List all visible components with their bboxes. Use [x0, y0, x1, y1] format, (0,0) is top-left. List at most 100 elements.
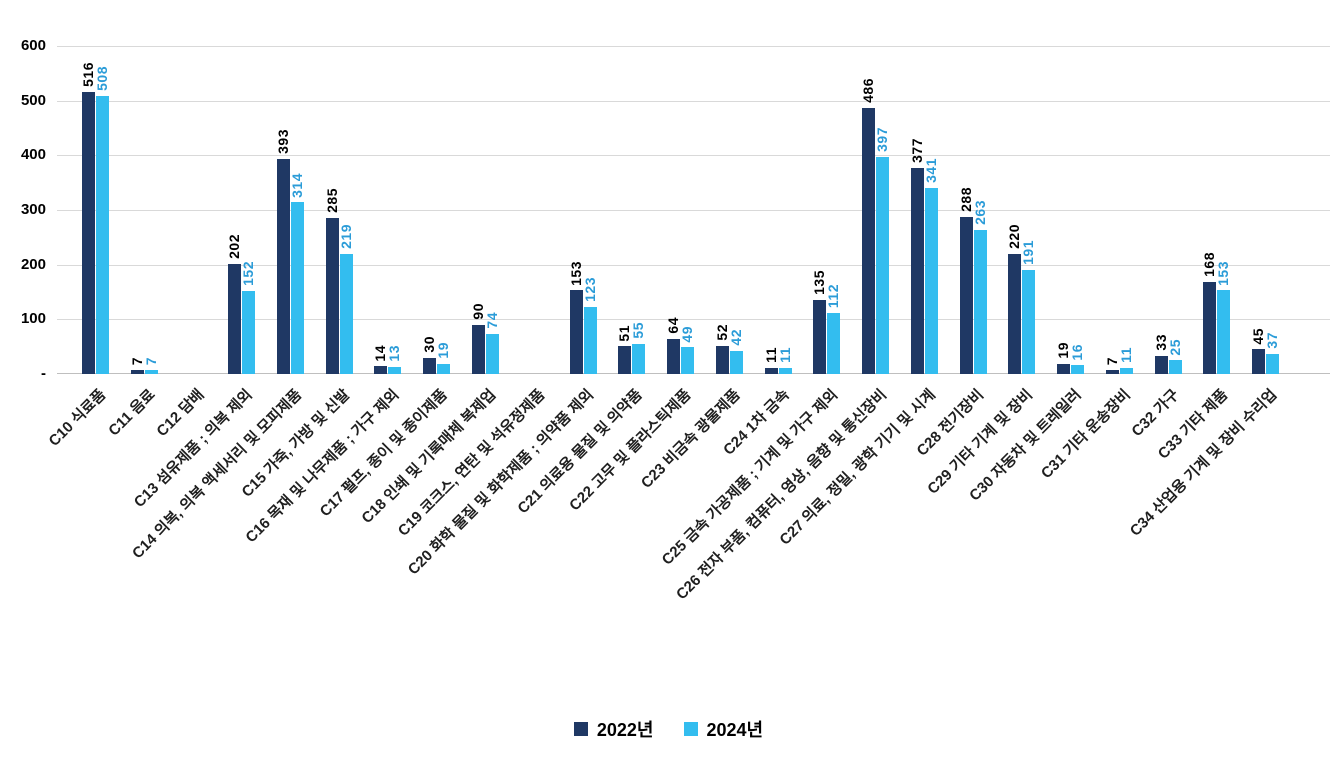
x-axis-labels: C10 식료품 C11 음료 C12 담배 C13 섬유제품 ; 의복 제외 C14 의… — [46, 374, 1330, 674]
bar-2022년-C27 — [910, 167, 924, 374]
bar-2022년-C23 — [715, 345, 729, 374]
bar-value-label: 508 — [93, 66, 110, 92]
bar-value-label: 112 — [825, 283, 842, 308]
bar-value-label: 486 — [860, 78, 877, 104]
bar-2022년-C17 — [423, 357, 437, 374]
bar-value-label: 393 — [274, 129, 291, 155]
gridline-500 — [57, 101, 1330, 102]
legend-item-2022년: 2022년 — [573, 716, 654, 742]
bar-value-label: 152 — [240, 261, 257, 286]
bar-2022년-C10 — [81, 91, 95, 374]
bar-2024년-C10 — [95, 96, 109, 374]
category-slot: 377 341 — [900, 46, 949, 374]
category-slot: 285 219 — [315, 46, 364, 374]
bar-2022년-C22 — [667, 339, 681, 374]
y-tick-label: 300 — [20, 201, 46, 218]
gridline-400 — [57, 155, 1330, 156]
legend-label: 2024년 — [706, 720, 764, 740]
category-slot — [169, 46, 218, 374]
category-slot: 220 191 — [998, 46, 1047, 374]
bar-value-label: 25 — [1166, 338, 1183, 356]
bar-value-label: 13 — [386, 345, 403, 362]
category-slot: 288 263 — [949, 46, 998, 374]
bar-2022년-C21 — [618, 346, 632, 374]
bar-value-label: 74 — [484, 311, 500, 329]
bar-value-label: 123 — [581, 276, 598, 302]
bar-2022년-C31 — [1105, 370, 1119, 374]
bar-2024년-C18 — [486, 333, 499, 374]
bar-2024년-C21 — [632, 343, 646, 374]
legend-swatch-icon — [573, 722, 588, 736]
bar-2024년-C31 — [1119, 368, 1133, 374]
legend: 2022년 2024년 — [0, 716, 1337, 742]
category-slot: 90 74 — [461, 46, 510, 374]
category-slot: 64 49 — [656, 46, 705, 374]
bar-value-label: 37 — [1264, 332, 1281, 349]
bar-2024년-C14 — [290, 202, 304, 374]
bar-2024년-C23 — [729, 351, 743, 374]
bar-2022년-C33 — [1203, 282, 1217, 374]
bar-2024년-C25 — [827, 312, 841, 374]
y-tick-label: 200 — [20, 255, 46, 273]
bar-value-label: 55 — [630, 322, 647, 339]
bar-value-label: 219 — [337, 224, 354, 250]
bar-value-label: 16 — [1069, 343, 1086, 361]
x-axis-label: C10 식료품 — [45, 386, 110, 450]
bar-2024년-C33 — [1217, 290, 1231, 374]
category-slot — [510, 46, 559, 374]
category-slot: 52 42 — [705, 46, 754, 374]
bar-2022년-C34 — [1252, 349, 1266, 374]
category-slot: 45 37 — [1241, 46, 1290, 374]
bar-2022년-C11 — [130, 370, 144, 374]
category-slot: 11 11 — [754, 46, 803, 374]
bar-value-label: 191 — [1020, 239, 1037, 265]
category-slot: 51 55 — [607, 46, 656, 374]
bar-value-label: 285 — [323, 188, 340, 214]
bar-2024년-C17 — [437, 363, 451, 374]
bar-2022년-C26 — [862, 108, 876, 374]
bar-value-label: 42 — [727, 329, 744, 347]
bar-2022년-C29 — [1008, 253, 1022, 374]
bar-2022년-C28 — [959, 216, 973, 374]
category-slot: 486 397 — [851, 46, 900, 374]
x-label-slot: C34 산업용 기계 및 장비 수리업 — [1126, 374, 1290, 674]
bar-2024년-C27 — [924, 187, 938, 374]
gridline-200 — [57, 265, 1330, 266]
category-slot: 168 153 — [1193, 46, 1242, 374]
bar-value-label: 19 — [435, 342, 452, 359]
category-slot: 153 123 — [559, 46, 608, 374]
bar-2024년-C32 — [1168, 360, 1182, 374]
y-tick-label: 100 — [20, 310, 46, 328]
category-slot: 14 13 — [364, 46, 413, 374]
bar-2024년-C30 — [1071, 365, 1085, 374]
bar-value-label: 7 — [142, 356, 159, 366]
gridline-600 — [57, 46, 1330, 47]
bar-2022년-C20 — [569, 290, 583, 374]
bar-value-label: 11 — [1117, 347, 1134, 363]
legend-item-2024년: 2024년 — [683, 716, 764, 742]
legend-swatch-icon — [683, 722, 698, 736]
plot-area: 516 508 7 7 202 152 393 314 285 219 14 13 30 19 90 74 15… — [57, 46, 1330, 374]
bar-value-label: 397 — [874, 127, 891, 152]
gridline-100 — [57, 319, 1330, 320]
y-tick-label: 600 — [20, 37, 46, 54]
category-slot: 30 19 — [412, 46, 461, 374]
bar-2024년-C11 — [144, 370, 158, 374]
category-slot: 7 11 — [1095, 46, 1144, 374]
legend-label: 2022년 — [596, 720, 654, 740]
category-slot: 19 16 — [1046, 46, 1095, 374]
y-tick-label: 400 — [20, 146, 46, 164]
bars-layer: 516 508 7 7 202 152 393 314 285 219 14 13 30 19 90 74 15… — [57, 46, 1330, 374]
bar-2022년-C13 — [228, 263, 242, 374]
bar-2024년-C29 — [1022, 269, 1036, 374]
category-slot: 516 508 — [71, 46, 120, 374]
x-axis: C10 식료품 C11 음료 C12 담배 C13 섬유제품 ; 의복 제외 C14 의… — [46, 374, 1330, 674]
y-tick-label: - — [41, 365, 46, 382]
bar-2024년-C28 — [973, 230, 987, 374]
bar-2022년-C30 — [1057, 363, 1071, 374]
bar-value-label: 11 — [776, 347, 793, 363]
bar-2022년-C16 — [374, 366, 388, 374]
bar-value-label: 49 — [679, 325, 696, 343]
category-slot: 135 112 — [802, 46, 851, 374]
